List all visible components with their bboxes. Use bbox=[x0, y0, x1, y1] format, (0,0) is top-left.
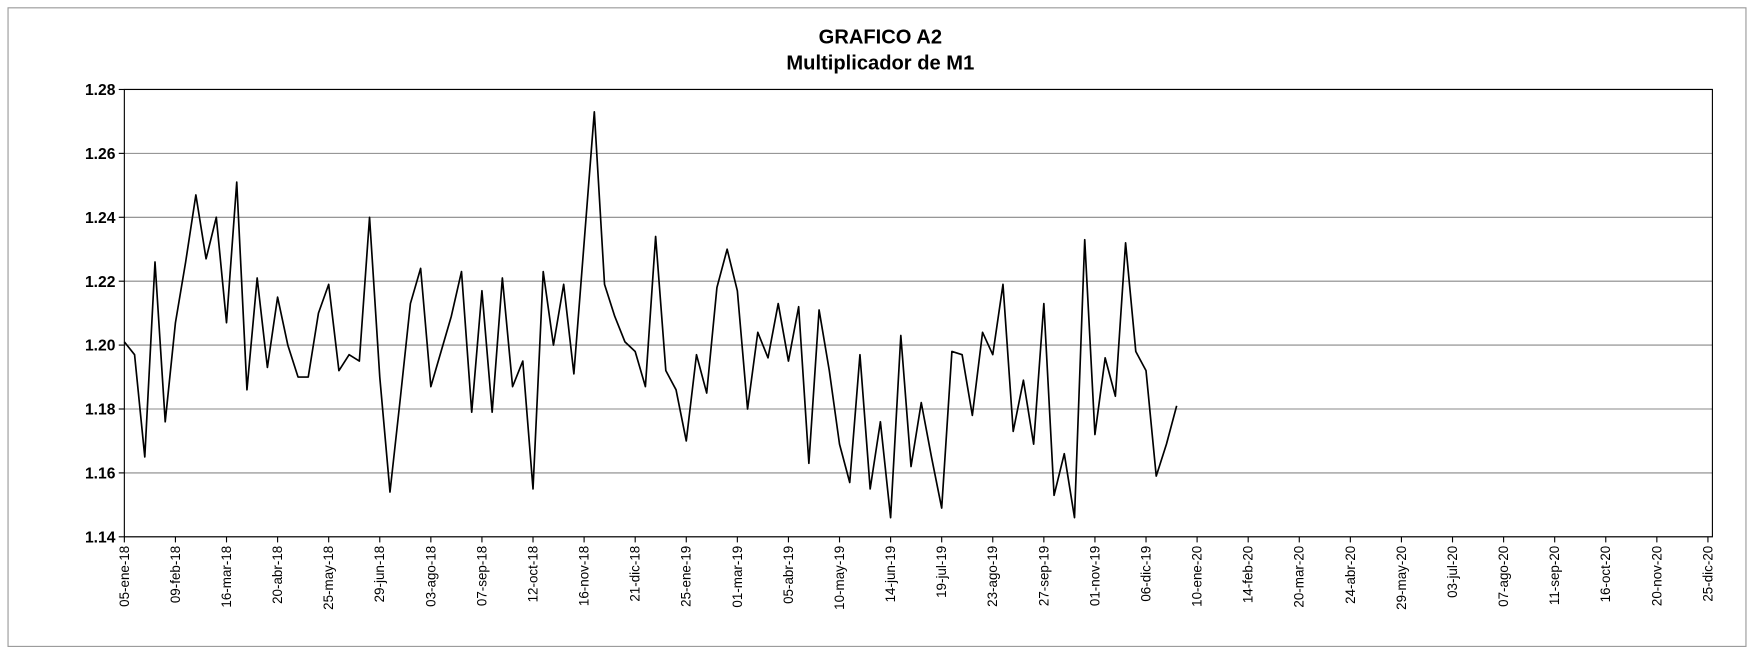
x-tick-label: 25-may-18 bbox=[321, 546, 336, 610]
x-tick-label: 05-abr-19 bbox=[781, 546, 796, 604]
data-line bbox=[123, 110, 1178, 519]
y-tick-label: 1.28 bbox=[85, 82, 116, 99]
y-tick-label: 1.26 bbox=[85, 146, 116, 163]
x-tick-label: 21-dic-18 bbox=[628, 546, 643, 602]
x-tick-label: 10-ene-20 bbox=[1190, 546, 1205, 607]
x-tick-label: 05-ene-18 bbox=[117, 546, 132, 607]
x-tick-label: 29-may-20 bbox=[1394, 546, 1409, 610]
x-tick-label: 14-jun-19 bbox=[883, 546, 898, 603]
x-tick-label: 07-sep-18 bbox=[474, 546, 489, 606]
x-tick-label: 27-sep-19 bbox=[1036, 546, 1051, 606]
y-tick-label: 1.24 bbox=[85, 210, 116, 227]
x-tick-label: 10-may-19 bbox=[832, 546, 847, 610]
chart-subtitle: Multiplicador de M1 bbox=[786, 52, 974, 74]
x-tick-label: 20-mar-20 bbox=[1292, 546, 1307, 608]
y-tick-label: 1.18 bbox=[85, 402, 116, 419]
x-tick-label: 25-ene-19 bbox=[679, 546, 694, 607]
plot-frame bbox=[123, 88, 1713, 538]
x-tick-label: 20-nov-20 bbox=[1649, 546, 1664, 606]
x-tick-label: 19-jul-19 bbox=[934, 546, 949, 598]
y-tick-label: 1.22 bbox=[85, 274, 116, 291]
x-tick-label: 03-ago-18 bbox=[423, 546, 438, 607]
chart-title: GRAFICO A2 bbox=[819, 27, 942, 49]
x-tick-label: 09-feb-18 bbox=[168, 546, 183, 603]
x-tick-label: 16-oct-20 bbox=[1598, 546, 1613, 603]
x-tick-label: 16-mar-18 bbox=[219, 546, 234, 608]
x-tick-label: 20-abr-18 bbox=[270, 546, 285, 604]
x-tick-label: 14-feb-20 bbox=[1241, 546, 1256, 603]
y-tick-label: 1.16 bbox=[85, 465, 116, 482]
x-tick-label: 11-sep-20 bbox=[1547, 546, 1562, 605]
x-tick-label: 07-ago-20 bbox=[1496, 546, 1511, 607]
x-tick-label: 24-abr-20 bbox=[1343, 546, 1358, 604]
y-tick-label: 1.20 bbox=[85, 338, 116, 355]
x-tick-label: 29-jun-18 bbox=[372, 546, 387, 603]
x-tick-label: 12-oct-18 bbox=[525, 546, 540, 603]
x-tick-label: 01-nov-19 bbox=[1087, 546, 1102, 606]
y-tick-label: 1.14 bbox=[85, 529, 116, 546]
x-tick-label: 06-dic-19 bbox=[1138, 546, 1153, 602]
plot-area bbox=[124, 89, 1713, 537]
x-tick-label: 03-jul-20 bbox=[1445, 546, 1460, 598]
x-tick-label: 25-dic-20 bbox=[1700, 546, 1715, 602]
x-tick-label: 16-nov-18 bbox=[577, 546, 592, 606]
x-tick-label: 23-ago-19 bbox=[985, 546, 1000, 607]
x-tick-label: 01-mar-19 bbox=[730, 546, 745, 608]
